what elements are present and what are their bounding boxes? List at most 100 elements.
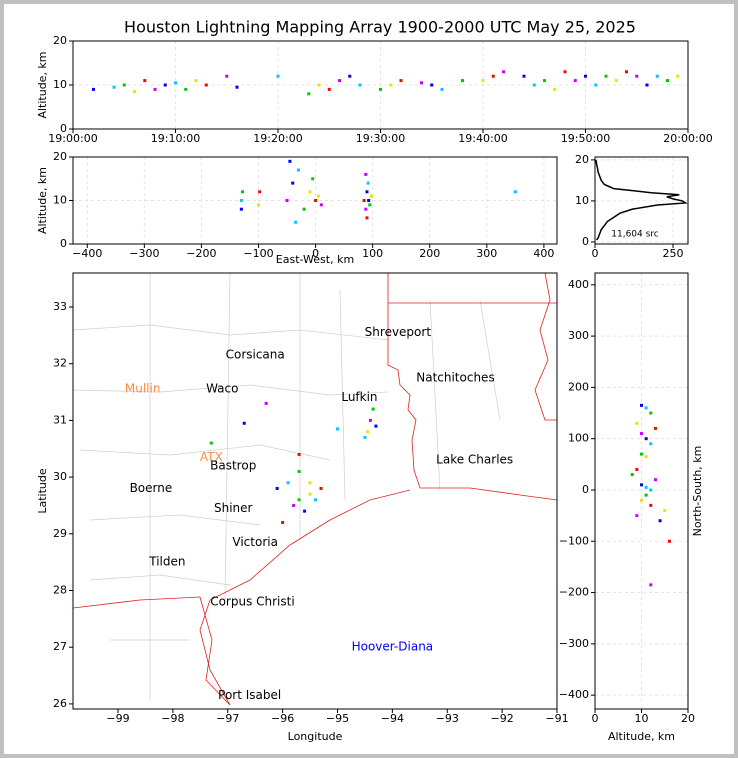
x-tick-label: −300 [129, 247, 159, 260]
x-axis-label: Altitude, km [608, 730, 675, 743]
x-tick-label: −200 [186, 247, 216, 260]
source-point [430, 83, 434, 87]
place-label: Bastrop [210, 458, 256, 472]
source-point [365, 216, 369, 220]
source-point [461, 79, 464, 83]
y-tick-label: 26 [53, 697, 67, 710]
panel: −99 −98 −97 −96 −95 −94 −93 −92 −91 26 27 28 29 30 31 3… [36, 272, 569, 743]
source-point [604, 74, 608, 78]
source-point [338, 79, 341, 83]
source-point [653, 426, 657, 430]
source-point [363, 435, 367, 439]
y-tick-label: 28 [53, 584, 67, 597]
source-point [640, 432, 643, 436]
y-tick-label: 0 [582, 235, 589, 248]
source-point [649, 583, 653, 587]
panel: 19:00:00 19:10:00 19:20:00 19:30:00 19:40:00… [36, 34, 713, 145]
annotation: 11,604 src [611, 230, 659, 240]
place-label: Victoria [232, 535, 278, 549]
source-point [649, 411, 653, 415]
y-axis-label: Latitude [36, 468, 49, 514]
source-point [285, 199, 289, 202]
source-point [532, 83, 536, 87]
y-tick-label: 27 [53, 640, 67, 653]
source-point [594, 83, 598, 87]
y-axis-label: North-South, km [691, 446, 704, 537]
coastline [72, 489, 411, 706]
source-point [297, 452, 301, 456]
source-point [319, 486, 323, 490]
source-point [362, 199, 366, 202]
place-label: Lufkin [341, 390, 377, 404]
source-point [365, 190, 369, 194]
source-point [368, 418, 372, 422]
source-point [635, 421, 639, 425]
source-point [314, 199, 318, 202]
source-point [502, 70, 505, 74]
place-label: Lake Charles [436, 453, 513, 467]
source-point [317, 83, 321, 87]
place-label: Shreveport [365, 325, 432, 339]
source-point [308, 190, 312, 194]
source-point [364, 207, 368, 211]
plot-frame [594, 272, 689, 710]
x-tick-label: 20 [681, 712, 695, 725]
source-point [658, 519, 662, 523]
source-point [370, 194, 374, 198]
x-tick-label: −91 [545, 712, 568, 725]
source-point [314, 498, 318, 502]
place-label: Corpus Christi [210, 594, 295, 608]
source-point [256, 203, 260, 207]
source-point [311, 177, 315, 181]
source-point [276, 74, 280, 78]
source-point [366, 430, 370, 434]
y-tick-label: 300 [568, 329, 589, 342]
source-point [112, 85, 116, 89]
source-point [663, 508, 667, 512]
y-tick-label: 20 [53, 34, 67, 47]
source-point [635, 467, 639, 471]
source-point [209, 441, 213, 445]
x-tick-label: −97 [216, 712, 239, 725]
source-point [235, 85, 239, 89]
source-point [264, 401, 268, 405]
y-tick-label: 20 [575, 153, 589, 166]
source-point [133, 90, 136, 94]
source-point [92, 87, 95, 91]
figure-title: Houston Lightning Mapping Array 1900-200… [124, 18, 636, 37]
place-label: Hoover-Diana [352, 640, 434, 654]
place-label: Waco [206, 382, 238, 396]
source-point [291, 181, 295, 185]
source-point [440, 87, 444, 91]
y-tick-label: 100 [568, 432, 589, 445]
source-point [522, 74, 526, 78]
x-tick-label: −93 [436, 712, 459, 725]
source-point [644, 493, 648, 497]
source-point [563, 70, 567, 74]
y-tick-label: 10 [575, 194, 589, 207]
source-point [122, 83, 126, 87]
x-tick-label: −98 [161, 712, 184, 725]
y-tick-label: 10 [53, 78, 67, 91]
x-tick-label: 250 [663, 247, 684, 260]
source-point [242, 421, 246, 425]
x-tick-label: 19:00:00 [48, 132, 97, 145]
x-tick-label: −92 [491, 712, 514, 725]
y-tick-label: −200 [559, 586, 589, 599]
x-tick-label: −100 [243, 247, 273, 260]
state-border [388, 272, 557, 421]
y-tick-label: 400 [568, 278, 589, 291]
source-point [275, 486, 279, 490]
source-point [640, 483, 643, 487]
source-point [645, 83, 649, 87]
source-point [491, 74, 495, 78]
x-tick-label: 100 [362, 247, 383, 260]
y-tick-label: 31 [53, 413, 67, 426]
source-point [294, 220, 298, 224]
source-point [163, 83, 167, 87]
county-lines [72, 272, 501, 700]
source-point [286, 481, 290, 485]
source-point [635, 514, 639, 518]
